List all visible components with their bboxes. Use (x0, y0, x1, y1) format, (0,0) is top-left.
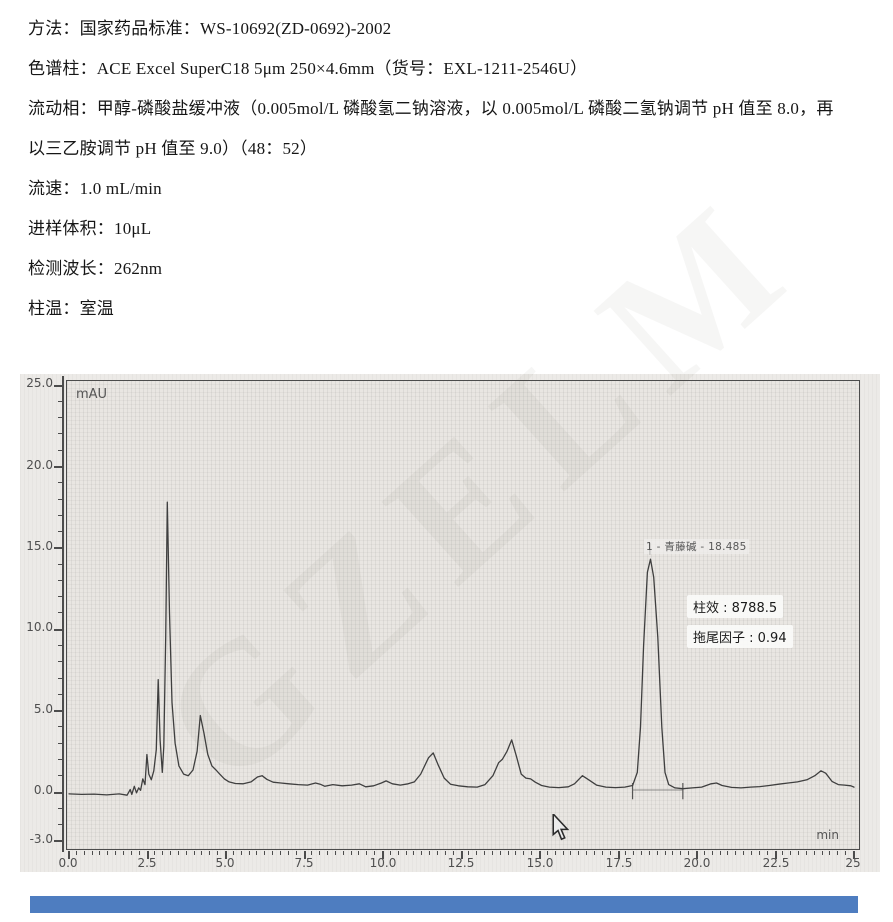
method-line-standard: 方法：国家药品标准：WS-10692(ZD-0692)-2002 (28, 19, 392, 38)
x-tick-label: 10.0 (369, 856, 397, 870)
y-axis-line (62, 376, 64, 852)
x-tick-label: 20.0 (683, 856, 711, 870)
x-tick-label: 0.0 (58, 856, 78, 870)
y-tick-label: -3.0 (29, 832, 53, 846)
x-tick-label: 7.5 (294, 856, 314, 870)
x-tick-label: 25 (845, 856, 861, 870)
method-line-injection-volume: 进样体积：10μL (28, 219, 152, 238)
y-tick-label: 20.0 (26, 458, 53, 472)
method-line-column-temp: 柱温：室温 (28, 299, 114, 318)
y-tick-label: 25.0 (26, 376, 53, 390)
plot-area: mAU min 1 - 青藤碱 - 18.485 柱效 : 8788.5 拖尾因… (66, 380, 860, 850)
mouse-cursor-icon (552, 814, 570, 841)
selection-highlight-bar (30, 896, 858, 913)
x-tick-label: 2.5 (137, 856, 157, 870)
y-tick-label: 15.0 (26, 539, 53, 553)
x-tick-label: 5.0 (215, 856, 235, 870)
x-tick-label: 17.5 (605, 856, 633, 870)
chromatogram-image[interactable]: 25.0 20.0 15.0 10.0 5.0 0.0 -3.0 0.0 2.5… (20, 374, 880, 872)
y-tick-label: 0.0 (33, 783, 53, 797)
method-line-flow-rate: 流速：1.0 mL/min (28, 179, 162, 198)
x-axis-ticks (66, 851, 860, 861)
method-line-wavelength: 检测波长：262nm (28, 259, 163, 278)
x-axis-unit-label: min (816, 828, 839, 842)
y-axis-unit-label: mAU (76, 387, 108, 402)
column-efficiency-annotation: 柱效 : 8788.5 (687, 595, 784, 618)
method-line-column: 色谱柱：ACE Excel SuperC18 5μm 250×4.6mm（货号：… (28, 59, 588, 78)
peak-annotation-label: 1 - 青藤碱 - 18.485 (644, 539, 749, 554)
method-line-mobile-phase-1: 流动相：甲醇-磷酸盐缓冲液（0.005mol/L 磷酸氢二钠溶液，以 0.005… (28, 99, 834, 118)
tailing-factor-annotation: 拖尾因子 : 0.94 (687, 625, 793, 648)
y-tick-label: 10.0 (26, 620, 53, 634)
x-tick-label: 12.5 (447, 856, 475, 870)
method-line-mobile-phase-2: 以三乙胺调节 pH 值至 9.0）（48：52） (28, 139, 318, 158)
y-axis-ticks (54, 381, 62, 849)
x-tick-label: 22.5 (762, 856, 790, 870)
method-text-block: 方法：国家药品标准：WS-10692(ZD-0692)-2002 色谱柱：ACE… (28, 9, 873, 329)
x-tick-label: 15.0 (526, 856, 554, 870)
y-tick-label: 5.0 (33, 702, 53, 716)
